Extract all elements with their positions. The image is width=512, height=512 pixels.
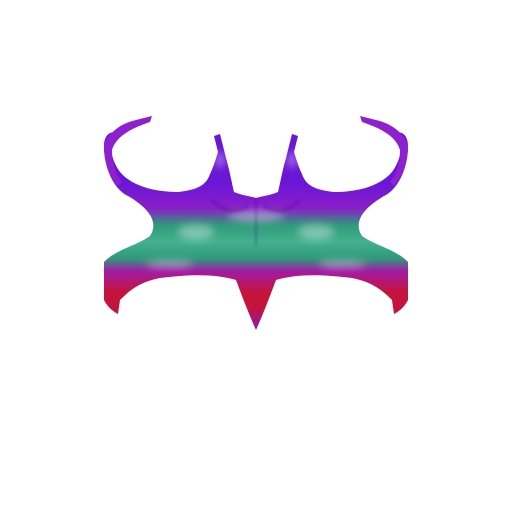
gloss-highlights <box>146 152 366 268</box>
right-strap <box>360 116 408 186</box>
left-strap <box>104 116 152 186</box>
chest-contours <box>210 198 302 246</box>
